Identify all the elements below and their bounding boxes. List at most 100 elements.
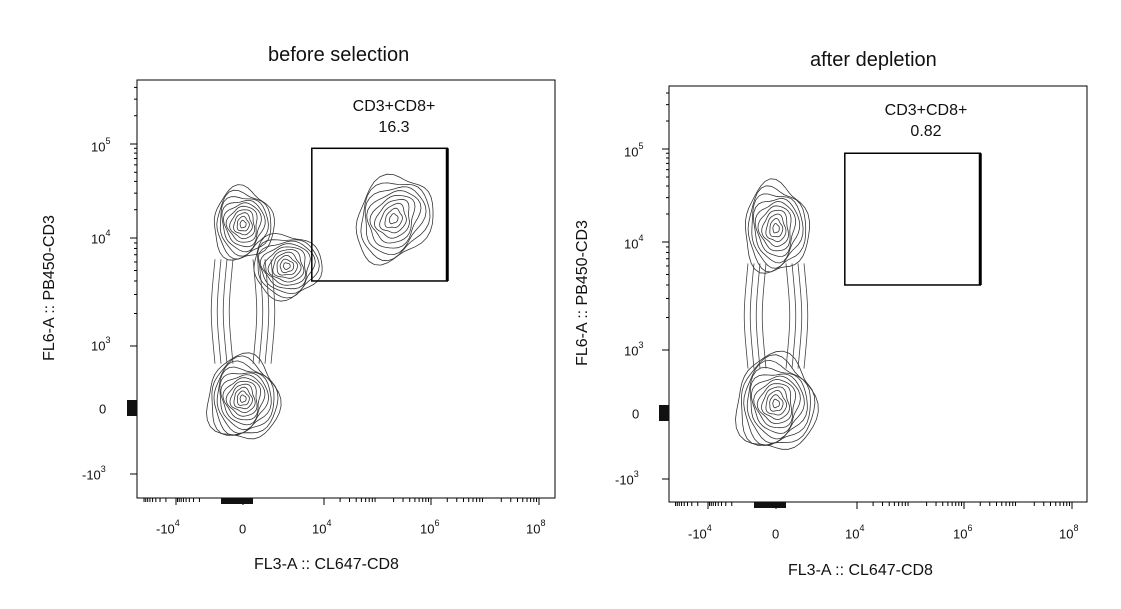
- x-tick-label: 104: [845, 523, 865, 542]
- gate-value: 16.3: [378, 119, 410, 136]
- contour-line: [279, 258, 295, 274]
- contour-line: [221, 199, 266, 253]
- contour-line: [384, 207, 403, 228]
- contour-line: [223, 202, 262, 248]
- contour-line: [379, 202, 407, 234]
- x-tick-label: 0: [239, 521, 247, 537]
- contour-line: [229, 209, 256, 240]
- y-axis-label: FL6-A :: PB450-CD3: [574, 220, 591, 366]
- contour-line: [222, 377, 262, 421]
- gate-label: CD3+CD8+: [352, 98, 436, 115]
- contour-line: [765, 213, 787, 243]
- x-tick-label: 106: [420, 518, 440, 537]
- contour-line: [206, 352, 282, 440]
- contour-line: [364, 186, 427, 256]
- contour-bridge-line: [761, 263, 791, 369]
- contour-line: [239, 394, 247, 403]
- contour-line: [750, 375, 801, 434]
- contour-line: [753, 379, 797, 429]
- x-tick-label: 108: [526, 518, 546, 537]
- contour-line: [355, 173, 434, 266]
- contour-population: [744, 178, 810, 274]
- contour-line: [761, 386, 791, 420]
- contour-line: [751, 193, 804, 269]
- contour-line: [211, 355, 279, 436]
- y-tick-label: 105: [91, 136, 111, 155]
- contour-line: [272, 251, 302, 279]
- contour-line: [239, 219, 247, 229]
- contour-line: [216, 366, 272, 434]
- contour-line: [740, 354, 816, 446]
- contour-line: [761, 209, 789, 247]
- x-tick-label: 106: [953, 523, 973, 542]
- contour-line: [267, 249, 305, 283]
- x-axis-label: FL3-A :: CL647-CD8: [254, 556, 399, 573]
- contour-bridge-line: [222, 259, 264, 364]
- y-tick-label: 104: [91, 228, 111, 247]
- contour-line: [772, 223, 780, 234]
- x-tick-label: -104: [688, 523, 712, 542]
- gate-rectangle: [844, 152, 982, 286]
- contour-population: [213, 184, 275, 261]
- contour-population: [735, 350, 819, 450]
- contour-line: [757, 205, 792, 252]
- x-tick-label: 0: [772, 526, 780, 542]
- contour-line: [216, 189, 272, 260]
- contour-bridge-line: [743, 263, 809, 369]
- contour-line: [744, 178, 810, 274]
- y-tick-label: 0: [99, 401, 107, 417]
- contour-population: [206, 352, 282, 440]
- contour-line: [219, 196, 269, 257]
- contour-line: [236, 390, 250, 406]
- y-tick-label: 103: [91, 335, 111, 354]
- contour-line: [754, 201, 797, 257]
- contour-line: [373, 198, 410, 239]
- contour-bridge-line: [210, 259, 276, 364]
- contour-bridge-line: [216, 259, 270, 364]
- contour-line: [257, 240, 316, 295]
- y-tick-label: -103: [82, 464, 106, 483]
- plot-frame: [136, 79, 556, 499]
- contour-line: [225, 380, 258, 417]
- x-tick-label: 108: [1059, 523, 1079, 542]
- y-axis-label: FL6-A :: PB450-CD3: [41, 215, 58, 361]
- y-tick-label: -103: [615, 469, 639, 488]
- contour-line: [213, 360, 275, 436]
- contour-line: [765, 389, 788, 416]
- contour-line: [220, 374, 266, 426]
- left-chart-panel: before selection FL6-A :: PB450-CD3 FL3-…: [0, 0, 560, 609]
- contour-line: [236, 215, 250, 232]
- contour-line: [229, 383, 256, 414]
- contour-line: [366, 190, 422, 249]
- y-tick-label: 0: [632, 406, 640, 422]
- contour-line: [276, 254, 298, 276]
- chart-title: after depletion: [810, 49, 937, 71]
- contour-population: [355, 173, 434, 266]
- x-axis-event-rug: [754, 502, 786, 508]
- right-chart-svg: [659, 85, 1088, 509]
- chart-title: before selection: [268, 44, 410, 66]
- y-axis-event-rug: [659, 405, 669, 421]
- gate-rectangle: [311, 147, 449, 282]
- contour-line: [219, 372, 270, 431]
- y-tick-label: 104: [624, 233, 644, 252]
- contour-line: [259, 243, 311, 290]
- contour-bridge-line: [749, 263, 803, 369]
- contour-line: [263, 246, 306, 286]
- contour-line: [769, 218, 784, 238]
- contour-line: [746, 366, 808, 444]
- contour-line: [769, 394, 784, 412]
- contour-line: [369, 194, 416, 244]
- y-axis-event-rug: [127, 400, 137, 416]
- x-axis-event-rug: [221, 498, 253, 504]
- plot-frame: [668, 85, 1088, 503]
- contour-line: [225, 205, 258, 243]
- contour-line: [282, 262, 291, 271]
- contour-line: [756, 383, 792, 425]
- contour-line: [735, 350, 819, 450]
- x-tick-label: 104: [312, 518, 332, 537]
- contour-line: [233, 212, 253, 236]
- contour-bridge-line: [755, 263, 797, 369]
- right-chart-panel: after depletion FL6-A :: PB450-CD3 FL3-A…: [560, 0, 1121, 609]
- y-tick-label: 105: [624, 141, 644, 160]
